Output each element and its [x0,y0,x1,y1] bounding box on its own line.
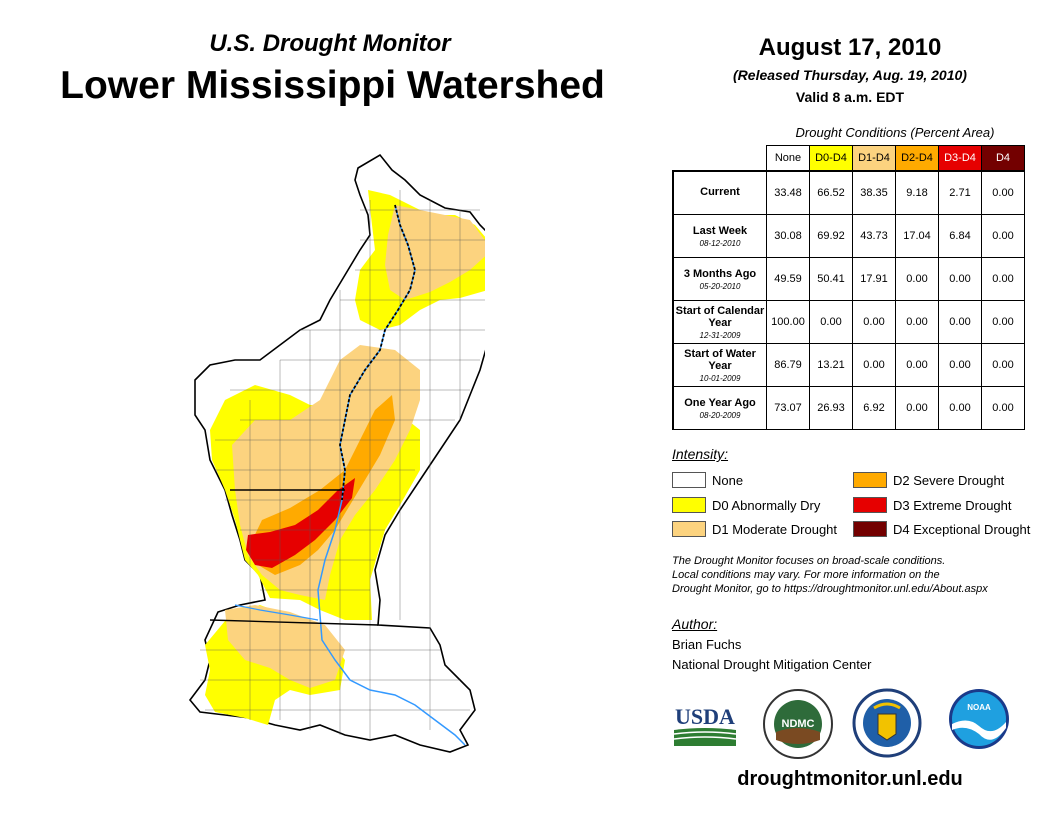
table-cell: 0.00 [895,386,939,430]
usda-logo-text: USDA [675,704,735,729]
col-d0-d4: D0-D4 [809,145,853,172]
legend-swatch-none [672,472,706,488]
usda-logo: USDA [673,704,737,746]
map-subtitle: U.S. Drought Monitor [209,30,451,57]
table-row: Last Week 08-12-2010 30.08 69.92 43.73 17.04 6… [672,214,1025,258]
table-cell: 17.04 [895,214,939,258]
table-cell: 0.00 [981,257,1025,301]
table-cell: 2.71 [938,170,982,215]
state-line-river [339,204,416,501]
noaa-logo: NOAA [949,689,1009,749]
col-d4: D4 [981,145,1025,172]
table-row: Start of Water Year 10-01-2009 86.79 13.21 0… [672,343,1025,387]
row-label: One Year Ago 08-20-2009 [672,386,767,430]
table-cell: 6.84 [938,214,982,258]
ndmc-logo-text: NDMC [782,718,815,730]
release-date: (Released Thursday, Aug. 19, 2010) [733,67,967,83]
table-cell: 0.00 [938,386,982,430]
louisiana-boundary [209,619,379,626]
map-date: August 17, 2010 [758,34,942,61]
author-organization: National Drought Mitigation Center [672,657,872,672]
col-d2-d4: D2-D4 [895,145,939,172]
legend-item-d4: D4 Exceptional Drought [853,521,1030,537]
table-row: Start of Calendar Year 12-31-2009 100.00 0.… [672,300,1025,344]
valid-time: Valid 8 a.m. EDT [795,89,905,105]
table-cell: 30.08 [766,214,810,258]
legend-item-d1: D1 Moderate Drought [672,521,837,537]
noaa-logo-text: NOAA [967,703,991,712]
table-cell: 38.35 [852,170,896,215]
table-cell: 0.00 [809,300,853,344]
table-cell: 66.52 [809,170,853,215]
table-cell: 0.00 [981,170,1025,215]
legend-item-d3: D3 Extreme Drought [853,497,1012,513]
table-caption: Drought Conditions (Percent Area) [795,125,995,140]
red-river [234,604,319,621]
legend-swatch-d1 [672,521,706,537]
col-d3-d4: D3-D4 [938,145,982,172]
table-cell: 13.21 [809,343,853,387]
table-cell: 17.91 [852,257,896,301]
table-cell: 0.00 [981,386,1025,430]
author-label: Author: [672,616,718,632]
table-cell: 0.00 [938,343,982,387]
table-row: 3 Months Ago 05-20-2010 49.59 50.41 17.91 0.0… [672,257,1025,301]
legend-title: Intensity: [672,446,729,462]
ndmc-logo: NDMC [763,689,833,759]
legend-swatch-d3 [853,497,887,513]
row-label: 3 Months Ago 05-20-2010 [672,257,767,301]
map-title: Lower Mississippi Watershed [60,64,605,107]
table-cell: 0.00 [895,343,939,387]
row-label: Start of Water Year 10-01-2009 [672,343,767,387]
table-cell: 0.00 [895,300,939,344]
table-cell: 0.00 [938,257,982,301]
table-cell: 26.93 [809,386,853,430]
table-cell: 73.07 [766,386,810,430]
table-row: One Year Ago 08-20-2009 73.07 26.93 6.92 0.00… [672,386,1025,430]
table-cell: 86.79 [766,343,810,387]
table-cell: 0.00 [981,300,1025,344]
table-cell: 33.48 [766,170,810,215]
row-label: Last Week 08-12-2010 [672,214,767,258]
row-label: Current [672,170,767,215]
table-cell: 0.00 [852,343,896,387]
table-row: Current 33.48 66.52 38.35 9.18 2.71 0.00 [672,170,1025,215]
drought-statistics-table: None D0-D4 D1-D4 D2-D4 D3-D4 D4 Current 3… [672,145,1025,430]
table-cell: 50.41 [809,257,853,301]
table-cell: 43.73 [852,214,896,258]
table-cell: 0.00 [852,300,896,344]
table-cell: 69.92 [809,214,853,258]
table-cell: 0.00 [938,300,982,344]
legend-swatch-d0 [672,497,706,513]
legend-item-d0: D0 Abnormally Dry [672,497,820,513]
disclaimer-note: The Drought Monitor focuses on broad-sca… [672,555,988,595]
legend-swatch-d4 [853,521,887,537]
table-cell: 0.00 [895,257,939,301]
website-url[interactable]: droughtmonitor.unl.edu [737,768,963,790]
drought-map [188,153,485,753]
d3-area [246,478,355,568]
table-cell: 0.00 [981,343,1025,387]
row-label: Start of Calendar Year 12-31-2009 [672,300,767,344]
author-name: Brian Fuchs [672,637,742,652]
col-none: None [766,145,810,172]
table-cell: 100.00 [766,300,810,344]
table-cell: 6.92 [852,386,896,430]
table-cell: 9.18 [895,170,939,215]
d1-area-south [225,605,345,688]
legend-item-d2: D2 Severe Drought [853,472,1004,488]
commerce-seal [852,688,922,758]
legend-item-none: None [672,472,743,488]
legend-swatch-d2 [853,472,887,488]
table-cell: 49.59 [766,257,810,301]
county-lines [200,190,485,740]
table-cell: 0.00 [981,214,1025,258]
col-d1-d4: D1-D4 [852,145,896,172]
